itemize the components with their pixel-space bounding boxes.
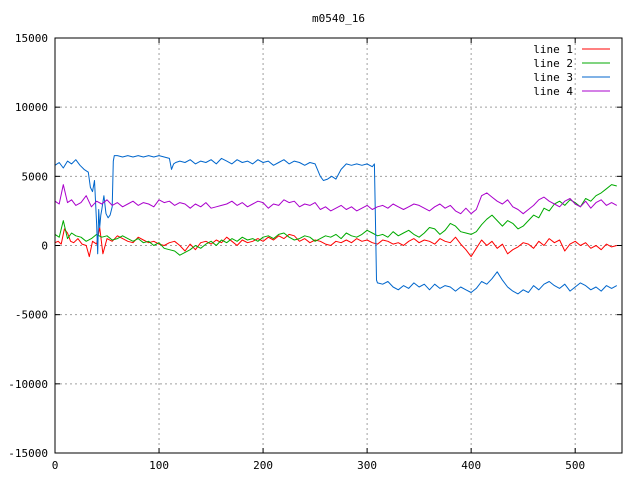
y-tick-label: 15000 [15,32,48,45]
y-tick-label: 0 [41,240,48,253]
legend-label: line 4 [533,85,573,98]
series-line-2 [54,184,617,256]
x-tick-label: 400 [461,459,481,472]
axis-ticks: 0 100 200 300 400 500 -15000 -10000 -5000 0 5000 10… [8,32,622,472]
y-tick-label: -5000 [15,309,48,322]
y-tick-label: -10000 [8,378,48,391]
legend-label: line 2 [533,57,573,70]
legend-label: line 3 [533,71,573,84]
x-tick-label: 500 [565,459,585,472]
series-group [54,155,618,295]
y-tick-label: 5000 [22,170,49,183]
y-tick-label: 10000 [15,101,48,114]
legend-label: line 1 [533,43,573,56]
grid [55,38,622,453]
x-tick-label: 200 [253,459,273,472]
y-tick-label: -15000 [8,447,48,460]
series-line-1 [54,227,617,258]
x-tick-label: 300 [357,459,377,472]
x-tick-label: 0 [52,459,59,472]
series-line-3 [54,155,618,295]
series-line-4 [54,184,618,215]
x-tick-label: 100 [149,459,169,472]
chart-title: m0540_16 [312,12,365,25]
